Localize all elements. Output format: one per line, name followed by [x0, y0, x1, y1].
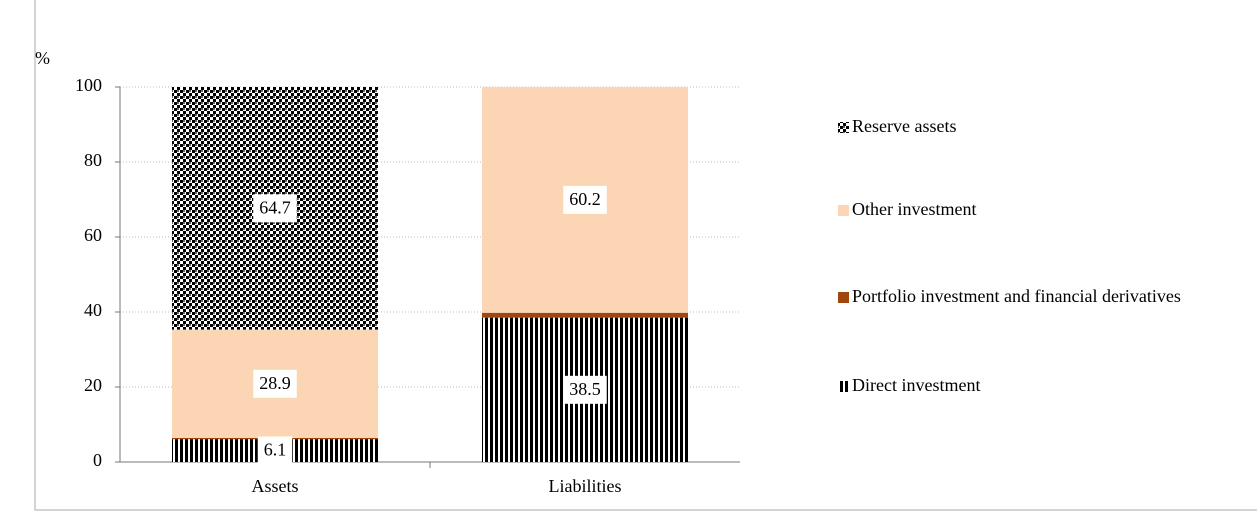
label-box [563, 185, 607, 214]
data-label: 6.1 [264, 440, 287, 460]
y-axis-label: % [35, 48, 50, 68]
label-box [563, 375, 607, 404]
data-label: 64.7 [259, 197, 291, 217]
data-label: 28.9 [259, 373, 291, 393]
legend-swatch [838, 292, 849, 303]
legend-label: Direct investment [852, 375, 980, 395]
x-tick-label: Assets [251, 476, 298, 496]
y-tick-label: 40 [84, 300, 102, 320]
legend-label: Other investment [852, 199, 976, 219]
label-box [257, 436, 293, 465]
data-label: 60.2 [569, 189, 601, 209]
label-box [253, 194, 297, 223]
data-label: 38.5 [569, 379, 601, 399]
legend-swatch [838, 122, 849, 133]
frame [34, 0, 1257, 511]
legend-swatch [838, 381, 849, 392]
y-tick-label: 60 [84, 225, 102, 245]
y-tick-label: 20 [84, 375, 102, 395]
x-tick-label: Liabilities [549, 476, 622, 496]
y-tick-label: 80 [84, 150, 102, 170]
legend-label: Reserve assets [852, 116, 956, 136]
y-tick-label: 0 [93, 450, 102, 470]
bar-segment [482, 312, 688, 318]
legend-label: Portfolio investment and financial deriv… [852, 286, 1181, 306]
y-tick-label: 100 [75, 75, 102, 95]
legend-swatch [838, 205, 849, 216]
label-box [253, 369, 297, 398]
